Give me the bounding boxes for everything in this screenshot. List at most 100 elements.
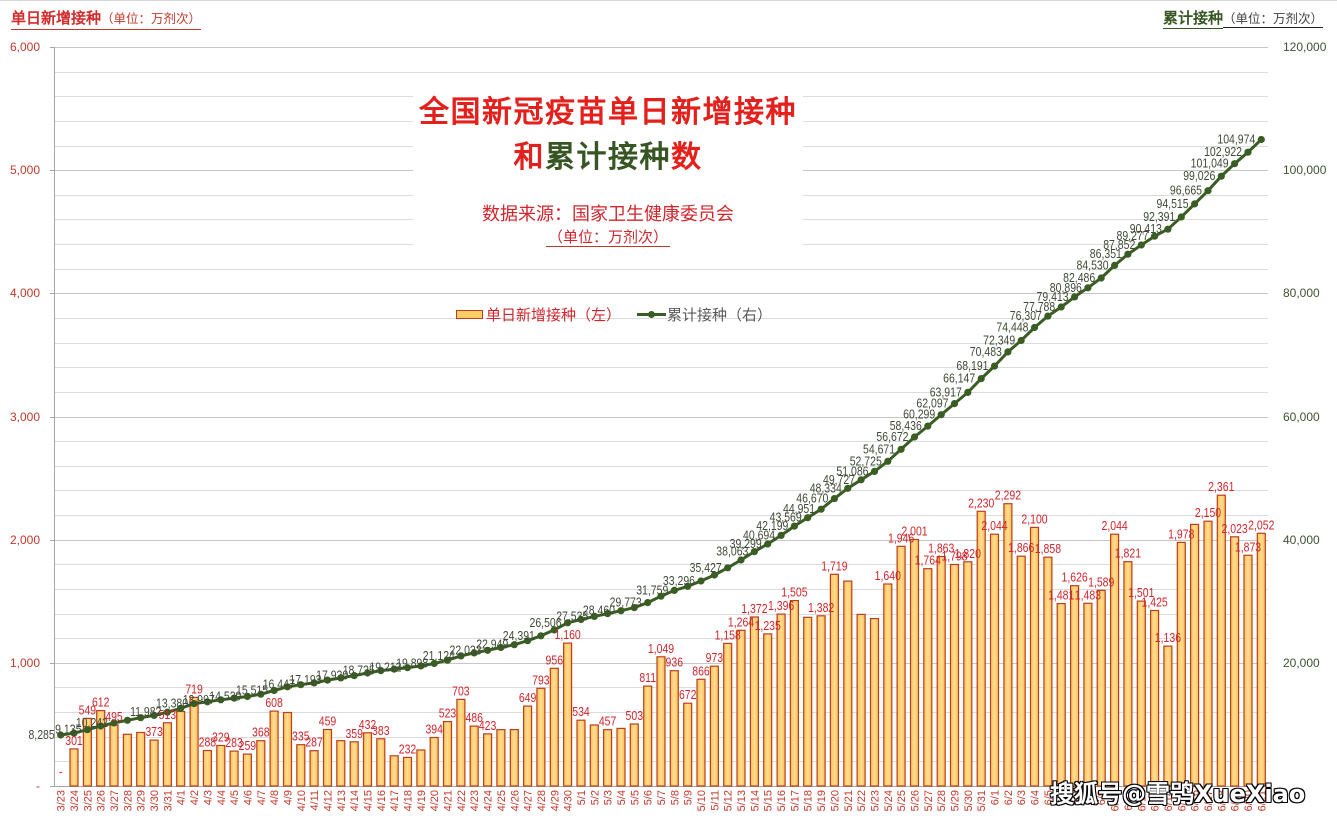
- bar: [589, 724, 599, 787]
- x-axis-label: 4/15: [363, 790, 375, 811]
- bar: [709, 665, 720, 787]
- line-marker: [1257, 135, 1265, 144]
- bar: [1163, 645, 1173, 787]
- bar-value-label: 495: [105, 711, 123, 724]
- line-value-label: 84,530: [1077, 260, 1109, 273]
- x-axis-label: 3/28: [122, 790, 134, 811]
- line-value-label: 17,920: [316, 670, 348, 683]
- x-axis-label: 6/7: [1070, 790, 1082, 805]
- line-marker: [1084, 284, 1092, 292]
- x-axis-label: 4/21: [443, 790, 455, 811]
- bar: [1229, 536, 1240, 787]
- line-value-label: 52,725: [850, 456, 882, 469]
- left-axis-tick-label: 6,000: [9, 40, 40, 54]
- line-value-label: 35,427: [690, 562, 722, 575]
- bar-value-label: 2,292: [995, 490, 1021, 503]
- bar: [296, 744, 306, 787]
- line-marker: [764, 540, 772, 548]
- x-axis-label: 5/16: [776, 790, 788, 811]
- x-axis-label: 3/23: [56, 790, 68, 811]
- line-marker: [604, 610, 612, 618]
- x-axis-label: 5/1: [576, 790, 588, 805]
- bar-value-label: 936: [666, 657, 684, 670]
- line-marker: [537, 632, 545, 640]
- x-axis-label: 5/15: [763, 790, 775, 811]
- line-marker: [1217, 172, 1225, 180]
- line-marker: [217, 696, 225, 704]
- bar-value-label: 534: [572, 706, 590, 719]
- line-marker: [804, 514, 812, 522]
- x-axis-label: 3/31: [162, 790, 174, 811]
- line-marker: [1137, 241, 1145, 249]
- bar: [336, 740, 346, 787]
- x-axis-label: 6/21: [1256, 790, 1268, 811]
- bar-value-label: 1,481: [1048, 590, 1074, 603]
- bar-value-label: 1,235: [755, 620, 781, 633]
- x-axis-label: 4/9: [283, 790, 295, 805]
- bar: [322, 728, 333, 787]
- bar-value-label: 1,136: [1155, 632, 1181, 645]
- line-value-label: 40,694: [743, 530, 776, 543]
- bar: [856, 613, 866, 787]
- bar-value-label: 2,052: [1248, 520, 1274, 533]
- line-marker: [1017, 336, 1025, 345]
- line-marker: [1244, 148, 1252, 156]
- bar: [429, 736, 439, 787]
- x-axis-label: 4/5: [229, 790, 241, 805]
- x-axis-label: 6/17: [1203, 790, 1215, 811]
- line-marker: [430, 659, 438, 668]
- bar-value-label: 608: [265, 697, 283, 710]
- line-marker: [230, 694, 238, 702]
- right-axis-tick-label: 60,000: [1283, 410, 1320, 424]
- x-axis-label: 4/14: [349, 790, 361, 811]
- line-value-label: 8,285: [28, 729, 54, 742]
- bar: [923, 568, 933, 787]
- bar: [736, 629, 746, 787]
- x-axis-label: 5/7: [656, 790, 668, 805]
- line-value-label: 31,759: [636, 585, 668, 598]
- bar: [202, 749, 212, 787]
- bar: [1056, 602, 1066, 787]
- line-marker: [777, 531, 785, 540]
- bar-value-label: 1,858: [1035, 543, 1061, 556]
- left-axis-tick-label: 4,000: [9, 286, 40, 300]
- bar: [829, 573, 840, 787]
- bar: [656, 656, 666, 787]
- line-marker: [790, 522, 799, 530]
- x-axis-label: 6/8: [1083, 790, 1095, 805]
- bar-value-label: 703: [452, 686, 470, 699]
- bar: [1069, 585, 1080, 787]
- line-value-label: 33,296: [663, 575, 695, 588]
- line-marker: [697, 577, 705, 585]
- bar-value-label: 811: [639, 672, 656, 685]
- bar: [1043, 556, 1053, 787]
- line-value-label: 13,997: [183, 694, 215, 707]
- line-value-label: 92,391: [1143, 211, 1175, 224]
- line-value-label: 86,351: [1090, 248, 1122, 261]
- line-value-label: 74,448: [996, 322, 1028, 335]
- line-value-label: 66,147: [943, 373, 975, 386]
- bar: [616, 727, 626, 787]
- watermark: 搜狐号@雪鸮XueXiao: [1050, 780, 1306, 808]
- right-axis-tick-label: 100,000: [1283, 163, 1327, 177]
- line-marker: [1151, 232, 1159, 240]
- bar: [1189, 523, 1200, 787]
- line-value-label: 39,299: [730, 538, 762, 551]
- x-axis-label: 4/22: [456, 790, 468, 811]
- bar: [896, 545, 906, 787]
- line-value-label: 99,026: [1183, 170, 1215, 183]
- line-value-label: 96,665: [1170, 185, 1202, 198]
- x-axis-label: 6/9: [1096, 790, 1108, 805]
- x-axis-label: 3/30: [149, 790, 161, 811]
- x-axis-label: 4/27: [523, 790, 535, 811]
- bar: [269, 710, 279, 787]
- line-marker: [377, 667, 385, 675]
- bar-value-label: 457: [599, 716, 617, 729]
- bar-value-label: 1,866: [1008, 542, 1034, 555]
- line-marker: [924, 422, 932, 430]
- line-marker: [310, 679, 318, 687]
- x-axis-label: 5/26: [910, 790, 922, 811]
- bar-value-label: 432: [359, 719, 377, 732]
- line-value-label: 29,773: [610, 597, 642, 610]
- bar: [1216, 494, 1226, 787]
